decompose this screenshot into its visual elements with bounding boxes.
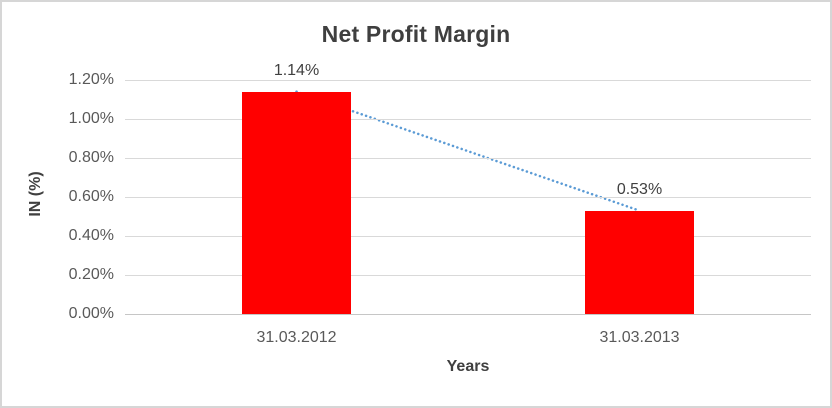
gridline — [125, 79, 811, 81]
x-category-label: 31.03.2012 — [256, 329, 337, 346]
x-category-label: 31.03.2013 — [599, 329, 680, 346]
chart-title: Net Profit Margin — [321, 21, 511, 47]
bar-31.03.2013 — [585, 210, 694, 314]
data-label-31.03.2012: 1.14% — [273, 61, 320, 79]
x-axis-line — [125, 313, 811, 315]
y-tick-label: 0.40% — [68, 227, 114, 244]
plot-area — [125, 79, 811, 315]
bar-31.03.2012 — [242, 91, 351, 314]
y-tick-label: 0.00% — [68, 305, 114, 322]
gridline — [125, 274, 811, 276]
y-tick-label: 0.60% — [68, 188, 114, 205]
gridline — [125, 157, 811, 159]
gridline — [125, 235, 811, 237]
gridline — [125, 196, 811, 198]
trendline-svg — [295, 90, 641, 212]
y-tick-label: 1.20% — [68, 71, 114, 88]
y-tick-label: 0.80% — [68, 149, 114, 166]
gridline — [125, 118, 811, 120]
y-tick-label: 0.20% — [68, 266, 114, 283]
y-tick-label: 1.00% — [68, 110, 114, 127]
data-label-31.03.2013: 0.53% — [616, 180, 663, 198]
trendline — [295, 90, 641, 212]
x-axis-title: Years — [446, 358, 490, 375]
